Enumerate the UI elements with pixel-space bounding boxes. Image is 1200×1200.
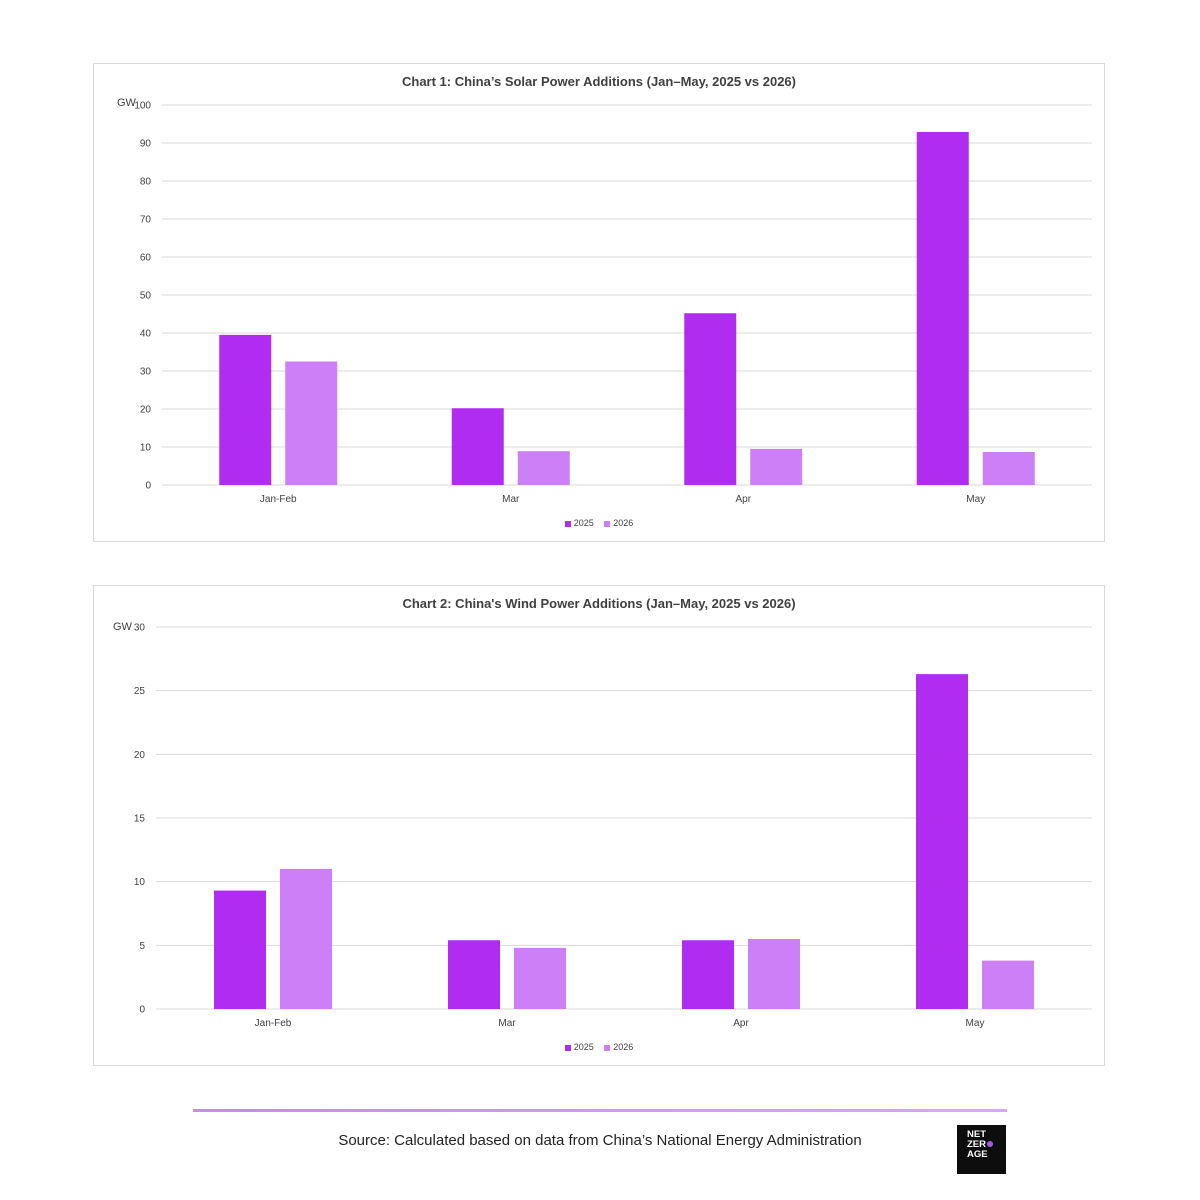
bar-2025-mar bbox=[451, 408, 504, 485]
y-tick-label: 5 bbox=[139, 941, 145, 952]
wind-chart: Chart 2: China's Wind Power Additions (J… bbox=[93, 585, 1105, 1066]
y-tick-label: 70 bbox=[140, 215, 152, 226]
x-category-label: Apr bbox=[733, 1018, 749, 1029]
legend-label: 2025 bbox=[573, 518, 594, 528]
bar-2025-mar bbox=[448, 940, 500, 1009]
y-tick-label: 25 bbox=[134, 686, 146, 697]
legend-label: 2025 bbox=[573, 1042, 594, 1052]
bar-2025-may bbox=[916, 674, 968, 1009]
bar-2026-may bbox=[982, 960, 1034, 1009]
y-tick-label: 50 bbox=[140, 291, 152, 302]
legend-swatch-2026 bbox=[604, 1044, 611, 1051]
y-tick-label: 80 bbox=[140, 177, 152, 188]
bar-2026-mar bbox=[517, 451, 570, 485]
y-tick-label: 90 bbox=[140, 139, 152, 150]
y-tick-label: 30 bbox=[134, 623, 146, 634]
bar-2026-may bbox=[982, 451, 1035, 485]
x-category-label: Jan-Feb bbox=[255, 1018, 292, 1029]
logo-line: AGE bbox=[967, 1149, 988, 1160]
legend-swatch-2026 bbox=[604, 520, 611, 527]
y-tick-label: 100 bbox=[134, 101, 151, 112]
legend-item-2025: 2025 bbox=[564, 1042, 594, 1052]
x-category-label: Mar bbox=[498, 1018, 516, 1029]
bar-2026-apr bbox=[750, 448, 803, 485]
solar-chart: Chart 1: China’s Solar Power Additions (… bbox=[93, 63, 1105, 542]
bar-2026-apr bbox=[748, 938, 800, 1009]
bar-2025-jan-feb bbox=[219, 334, 272, 485]
legend-item-2026: 2026 bbox=[604, 1042, 633, 1052]
x-category-label: May bbox=[966, 494, 985, 505]
y-tick-label: 0 bbox=[139, 1005, 145, 1016]
bar-2025-apr bbox=[684, 313, 737, 485]
y-axis-unit-label: GW bbox=[113, 621, 132, 633]
x-category-label: Mar bbox=[502, 494, 520, 505]
chart-legend: 2025 2026 bbox=[94, 518, 1104, 528]
legend-swatch-2025 bbox=[564, 520, 571, 527]
bar-2025-may bbox=[916, 131, 969, 485]
chart-legend: 2025 2026 bbox=[94, 1042, 1104, 1052]
solar-chart-plot: 0 10 20 30 40 50 60 70 80 90 100 Jan-Feb Mar Apr May bbox=[134, 101, 1092, 505]
legend-label: 2026 bbox=[613, 518, 634, 528]
x-category-label: May bbox=[966, 1018, 985, 1029]
footer-divider bbox=[193, 1109, 1007, 1112]
y-tick-label: 20 bbox=[134, 750, 146, 761]
y-tick-label: 0 bbox=[145, 481, 151, 492]
y-tick-label: 10 bbox=[140, 443, 152, 454]
y-tick-label: 20 bbox=[140, 405, 152, 416]
y-tick-label: 30 bbox=[140, 367, 152, 378]
legend-item-2026: 2026 bbox=[604, 518, 633, 528]
legend-label: 2026 bbox=[613, 1042, 634, 1052]
logo-line: NET bbox=[967, 1129, 986, 1140]
y-axis-unit-label: GW bbox=[117, 97, 136, 109]
x-category-label: Apr bbox=[735, 494, 751, 505]
legend-swatch-2025 bbox=[564, 1044, 571, 1051]
netzero-age-logo: NET ZER AGE bbox=[957, 1125, 1006, 1174]
x-category-label: Jan-Feb bbox=[260, 494, 297, 505]
bar-2025-jan-feb bbox=[214, 890, 266, 1009]
logo-dot-icon bbox=[987, 1141, 993, 1147]
y-tick-label: 60 bbox=[140, 253, 152, 264]
bar-2026-jan-feb bbox=[285, 361, 338, 485]
chart-title: Chart 2: China's Wind Power Additions (J… bbox=[402, 596, 796, 611]
bar-2025-apr bbox=[682, 940, 734, 1009]
y-tick-label: 15 bbox=[134, 814, 146, 825]
y-tick-label: 40 bbox=[140, 329, 152, 340]
bar-2026-jan-feb bbox=[280, 868, 332, 1009]
legend-item-2025: 2025 bbox=[564, 518, 594, 528]
bar-2026-mar bbox=[514, 947, 566, 1009]
y-tick-label: 10 bbox=[134, 877, 146, 888]
wind-chart-plot: 0 5 10 15 20 25 30 Jan-Feb Mar Apr May bbox=[134, 623, 1092, 1029]
logo-line: ZER bbox=[967, 1139, 986, 1150]
chart-title: Chart 1: China’s Solar Power Additions (… bbox=[402, 74, 796, 89]
source-note: Source: Calculated based on data from Ch… bbox=[338, 1132, 862, 1149]
